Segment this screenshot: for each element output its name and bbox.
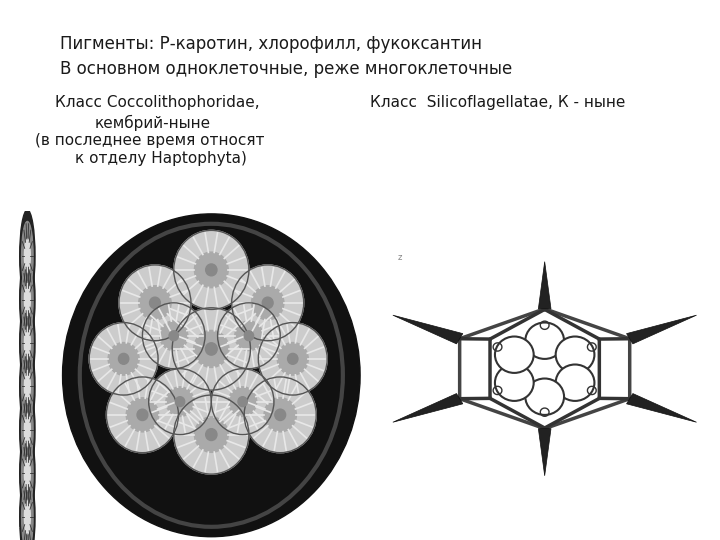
Circle shape: [275, 409, 286, 421]
Text: 1μm: 1μm: [296, 516, 313, 525]
Circle shape: [262, 297, 273, 308]
Circle shape: [526, 322, 564, 359]
Circle shape: [137, 409, 148, 421]
Circle shape: [107, 377, 179, 453]
Circle shape: [232, 265, 304, 341]
Circle shape: [22, 439, 33, 508]
Text: Пигменты: Р-каротин, хлорофилл, фукоксантин: Пигменты: Р-каротин, хлорофилл, фукоксан…: [60, 35, 482, 53]
Circle shape: [24, 282, 30, 317]
Circle shape: [24, 326, 30, 361]
Circle shape: [24, 239, 30, 274]
Circle shape: [119, 265, 191, 341]
Polygon shape: [393, 394, 463, 422]
Circle shape: [166, 387, 194, 416]
Circle shape: [174, 395, 249, 474]
Circle shape: [277, 342, 308, 375]
Circle shape: [150, 297, 161, 308]
Circle shape: [556, 336, 595, 373]
Circle shape: [238, 397, 248, 407]
Circle shape: [258, 322, 327, 395]
Circle shape: [22, 482, 33, 540]
Circle shape: [264, 398, 297, 432]
Text: ANT: ANT: [6, 528, 19, 534]
Polygon shape: [393, 315, 463, 344]
Polygon shape: [539, 429, 551, 476]
Circle shape: [22, 352, 33, 421]
Circle shape: [205, 343, 217, 355]
Circle shape: [143, 303, 205, 369]
Circle shape: [194, 417, 228, 453]
Circle shape: [287, 353, 298, 365]
Circle shape: [251, 286, 284, 320]
Polygon shape: [626, 394, 696, 422]
Circle shape: [139, 286, 171, 320]
Circle shape: [149, 369, 212, 435]
Circle shape: [22, 265, 33, 334]
Text: (в последнее время относят: (в последнее время относят: [35, 133, 264, 148]
Circle shape: [126, 398, 158, 432]
Circle shape: [160, 321, 188, 350]
Circle shape: [522, 347, 567, 390]
Circle shape: [212, 369, 274, 435]
Text: В основном одноклеточные, реже многоклеточные: В основном одноклеточные, реже многоклет…: [60, 60, 512, 78]
Text: к отделу Haptophyta): к отделу Haptophyta): [75, 151, 247, 166]
Circle shape: [19, 427, 35, 519]
Circle shape: [194, 252, 228, 288]
Circle shape: [19, 253, 35, 346]
Circle shape: [169, 331, 179, 341]
Circle shape: [19, 471, 35, 540]
Circle shape: [526, 379, 564, 415]
Circle shape: [24, 413, 30, 448]
Circle shape: [194, 330, 229, 368]
Text: h: h: [337, 525, 342, 534]
Circle shape: [206, 429, 217, 441]
Circle shape: [19, 340, 35, 433]
Circle shape: [217, 303, 280, 369]
Text: Класс  Silicoflagellatae, К - ныне: Класс Silicoflagellatae, К - ныне: [370, 95, 626, 110]
Circle shape: [24, 369, 30, 404]
Circle shape: [172, 308, 251, 390]
Circle shape: [19, 384, 35, 476]
Circle shape: [556, 364, 595, 401]
Circle shape: [235, 321, 263, 350]
Circle shape: [19, 297, 35, 389]
Circle shape: [244, 331, 253, 341]
Text: Класс Coccolithophoridae,: Класс Coccolithophoridae,: [55, 95, 260, 110]
Circle shape: [22, 308, 33, 377]
Circle shape: [119, 353, 129, 365]
Circle shape: [244, 377, 316, 453]
Circle shape: [495, 336, 534, 373]
Circle shape: [89, 322, 158, 395]
Circle shape: [206, 264, 217, 276]
Circle shape: [24, 500, 30, 535]
Circle shape: [228, 387, 257, 416]
Text: кембрий-ныне: кембрий-ныне: [95, 115, 211, 131]
Text: z: z: [397, 253, 402, 262]
Circle shape: [108, 342, 139, 375]
Polygon shape: [539, 262, 551, 309]
Circle shape: [19, 210, 35, 302]
Circle shape: [24, 456, 30, 491]
Circle shape: [22, 395, 33, 464]
Circle shape: [174, 231, 249, 309]
Polygon shape: [626, 315, 696, 344]
Ellipse shape: [63, 214, 360, 537]
Circle shape: [175, 397, 185, 407]
Circle shape: [495, 364, 534, 401]
Circle shape: [22, 221, 33, 291]
